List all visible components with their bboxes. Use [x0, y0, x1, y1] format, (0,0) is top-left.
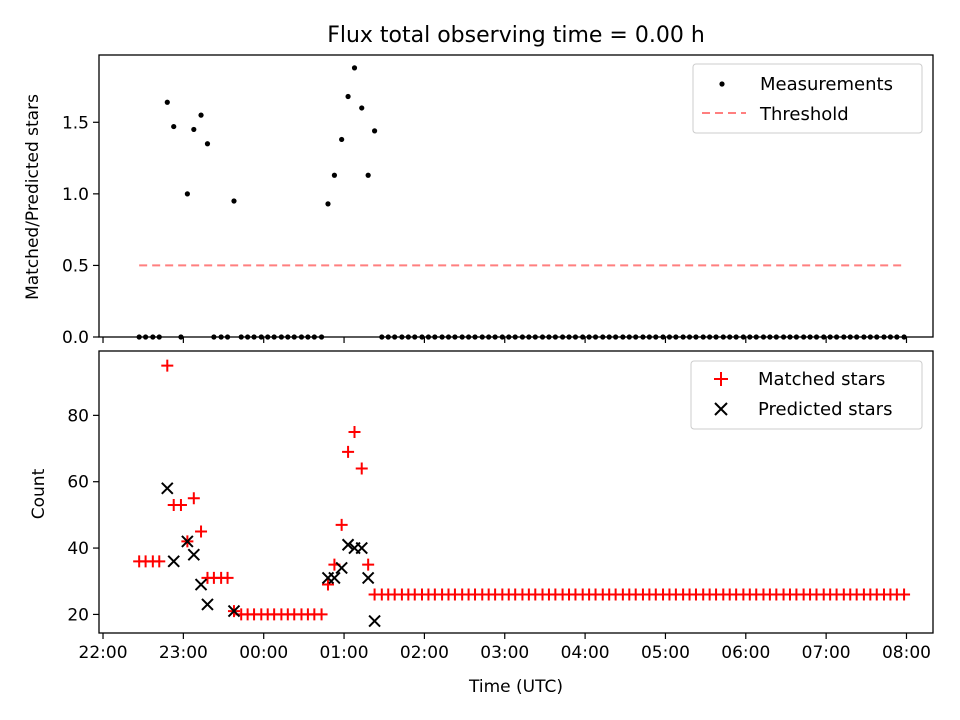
star-count-y-tick-label-2: 60 [67, 473, 89, 493]
x-tick-label-1: 23:00 [159, 643, 208, 663]
legend-measurements-label: Measurements [760, 74, 893, 95]
bottom-y-axis-label: Count [29, 468, 49, 519]
measurements-point-28 [325, 201, 331, 207]
predicted-stars-point-14 [368, 614, 381, 628]
measurements-point-32 [351, 65, 358, 71]
x-tick-label-2: 00:00 [239, 643, 288, 663]
legend-frame [690, 360, 923, 430]
measurements-point-9 [198, 112, 204, 118]
x-tick-label-10: 08:00 [882, 643, 931, 663]
matched-stars-point-9 [195, 525, 208, 538]
x-tick-label-8: 06:00 [721, 643, 770, 663]
flux-ratio-axes: 0.0 0.5 1.0 1.5 [62, 54, 934, 348]
star-count-frame [98, 350, 934, 634]
measurements-point-35 [371, 128, 378, 134]
measurements-point-29 [331, 172, 338, 178]
matched-stars-point-27 [315, 608, 328, 621]
predicted-stars-point-5 [201, 598, 214, 611]
flux-ratio-y-tick-label-0: 0.0 [62, 328, 89, 348]
matched-stars-point-6 [174, 498, 187, 511]
measurements-point-31 [345, 93, 351, 100]
measurements-point-7 [184, 191, 190, 197]
predicted-stars-point-8 [328, 571, 341, 585]
star-count-y-tick-label-1: 40 [67, 539, 89, 559]
legend-predicted-label: Predicted stars [758, 399, 892, 420]
flux-ratio-y-tick-label-2: 1.0 [62, 185, 89, 205]
star-count-y-tick-label-3: 80 [67, 406, 89, 426]
x-axis-label: Time (UTC) [468, 677, 563, 697]
star-count-y-tick-label-0: 20 [67, 605, 89, 625]
matched-stars-point-30 [335, 518, 348, 531]
legend-frame [692, 63, 923, 134]
matched-stars-point-33 [355, 462, 368, 475]
top-y-axis-label: Matched/Predicted stars [23, 94, 43, 300]
predicted-stars-point-3 [187, 548, 201, 561]
predicted-stars-point-4 [194, 578, 208, 591]
star-count-legend: Matched stars Predicted stars [690, 360, 923, 430]
legend-predicted-marker [714, 402, 728, 416]
x-tick-label-6: 04:00 [561, 643, 610, 663]
x-tick-label-9: 07:00 [802, 643, 851, 663]
matched-stars-point-3 [153, 555, 166, 568]
measurements-point-30 [339, 136, 345, 143]
x-tick-label-7: 05:00 [641, 643, 690, 663]
predicted-stars-point-10 [341, 538, 355, 551]
measurements-point-4 [164, 99, 170, 105]
matched-stars-point-31 [342, 445, 355, 458]
matched-stars-point-8 [187, 492, 200, 505]
predicted-stars-point-2 [181, 535, 194, 548]
matched-stars-point-32 [348, 425, 361, 438]
matched-stars-point-114 [898, 588, 911, 601]
measurements-point-33 [359, 105, 365, 111]
predicted-stars-point-12 [355, 541, 368, 555]
flux-ratio-y-tick-label-3: 1.5 [62, 113, 89, 133]
measurements-point-10 [204, 141, 211, 147]
matched-stars-point-28 [321, 578, 334, 591]
matched-stars-point-4 [161, 359, 174, 372]
legend-threshold-label: Threshold [759, 104, 849, 125]
flux-ratio-legend: Measurements Threshold [692, 63, 923, 134]
predicted-stars-point-13 [361, 571, 375, 585]
legend-matched-label: Matched stars [758, 369, 885, 390]
legend-measurements-marker [719, 81, 725, 87]
x-tick-label-5: 03:00 [480, 643, 529, 663]
predicted-stars-point-9 [335, 561, 348, 575]
star-count-axes: 22:00 23:00 00:00 01:00 02:00 03:00 04:00 05:00… [67, 350, 934, 663]
matched-stars-point-13 [221, 571, 234, 584]
matched-stars-point-34 [362, 558, 375, 571]
x-tick-label-0: 22:00 [79, 643, 128, 663]
flux-ratio-panel: 0.0 0.5 1.0 1.5 Measurements Threshold [62, 54, 934, 348]
measurements-point-34 [365, 172, 371, 178]
predicted-stars-point-6 [227, 604, 241, 618]
star-count-marks [133, 359, 911, 628]
flux-ratio-frame [98, 54, 934, 338]
measurements-point-5 [171, 123, 177, 130]
x-tick-label-4: 02:00 [400, 643, 449, 663]
x-tick-label-3: 01:00 [320, 643, 369, 663]
predicted-stars-point-0 [161, 482, 174, 495]
legend-matched-marker [714, 372, 728, 386]
measurements-point-14 [231, 198, 237, 204]
flux-ratio-y-tick-label-1: 0.5 [62, 256, 89, 276]
chart-title: Flux total observing time = 0.00 h [327, 23, 705, 48]
star-count-panel: 22:00 23:00 00:00 01:00 02:00 03:00 04:00 05:00… [67, 350, 934, 663]
measurements-point-8 [191, 126, 197, 133]
predicted-stars-point-1 [167, 555, 180, 568]
